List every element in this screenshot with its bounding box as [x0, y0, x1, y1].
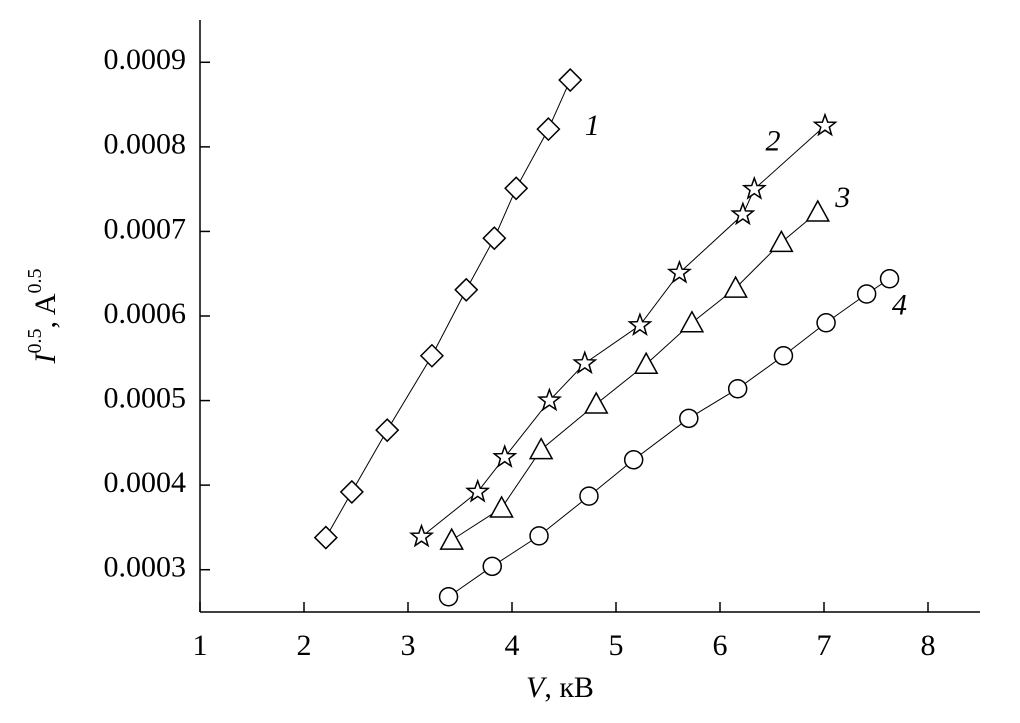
y-label-part: 0.5: [24, 329, 46, 354]
marker: [536, 117, 561, 142]
marker: [438, 587, 459, 607]
marker: [454, 277, 479, 302]
x-tick-label: 7: [817, 629, 832, 662]
series-line: [325, 79, 571, 538]
x-tick-label: 2: [297, 629, 312, 662]
y-tick-label: 0.0005: [104, 381, 187, 414]
marker: [812, 112, 838, 137]
marker: [492, 443, 518, 468]
series-label: 1: [585, 109, 600, 142]
marker: [528, 437, 554, 460]
marker: [558, 67, 583, 93]
marker: [805, 199, 831, 222]
x-tick-label: 4: [505, 629, 520, 662]
marker: [465, 478, 491, 503]
marker: [339, 479, 364, 504]
series-line: [421, 125, 826, 538]
marker: [583, 391, 609, 414]
marker: [730, 201, 756, 226]
y-tick-label: 0.0008: [104, 128, 187, 161]
y-axis-label: I0.5, A0.5: [24, 268, 62, 364]
x-tick-label: 3: [401, 629, 416, 662]
y-tick-label: 0.0003: [104, 551, 187, 584]
series-label: 2: [766, 125, 781, 158]
marker: [679, 408, 699, 429]
marker: [633, 351, 659, 374]
y-tick-label: 0.0006: [104, 297, 187, 330]
marker: [313, 525, 338, 550]
marker: [504, 176, 529, 201]
marker: [879, 269, 900, 289]
marker: [409, 523, 435, 548]
y-tick-label: 0.0009: [104, 43, 187, 76]
marker: [536, 387, 562, 412]
y-tick-label: 0.0004: [104, 466, 187, 499]
x-tick-label: 1: [193, 629, 208, 662]
y-label-part: 0.5: [24, 268, 46, 293]
marker: [623, 450, 644, 470]
marker: [727, 378, 748, 399]
marker: [769, 229, 794, 253]
marker: [773, 345, 794, 366]
marker: [666, 259, 692, 284]
marker: [489, 495, 514, 518]
x-tick-label: 6: [713, 629, 728, 662]
x-tick-label: 8: [921, 629, 936, 662]
marker: [816, 313, 836, 333]
x-label-part: V: [526, 671, 548, 704]
y-label-part: I: [29, 352, 62, 365]
x-tick-label: 5: [609, 629, 624, 662]
marker: [419, 343, 444, 368]
marker: [375, 418, 400, 443]
x-axis-label: V, кВ: [526, 671, 594, 704]
y-tick-label: 0.0007: [104, 212, 187, 245]
series-label: 4: [892, 289, 907, 322]
series-line: [451, 211, 819, 541]
marker: [572, 350, 598, 375]
y-label-part: , A: [29, 293, 62, 328]
marker: [579, 486, 599, 506]
series-label: 3: [834, 181, 850, 214]
marker: [529, 526, 549, 546]
marker: [627, 312, 653, 336]
marker: [741, 175, 767, 200]
marker: [482, 226, 507, 251]
marker: [723, 275, 748, 298]
x-label-part: , кВ: [544, 671, 594, 704]
marker: [856, 284, 877, 304]
marker: [439, 527, 464, 550]
marker: [679, 310, 705, 333]
marker: [482, 556, 502, 577]
